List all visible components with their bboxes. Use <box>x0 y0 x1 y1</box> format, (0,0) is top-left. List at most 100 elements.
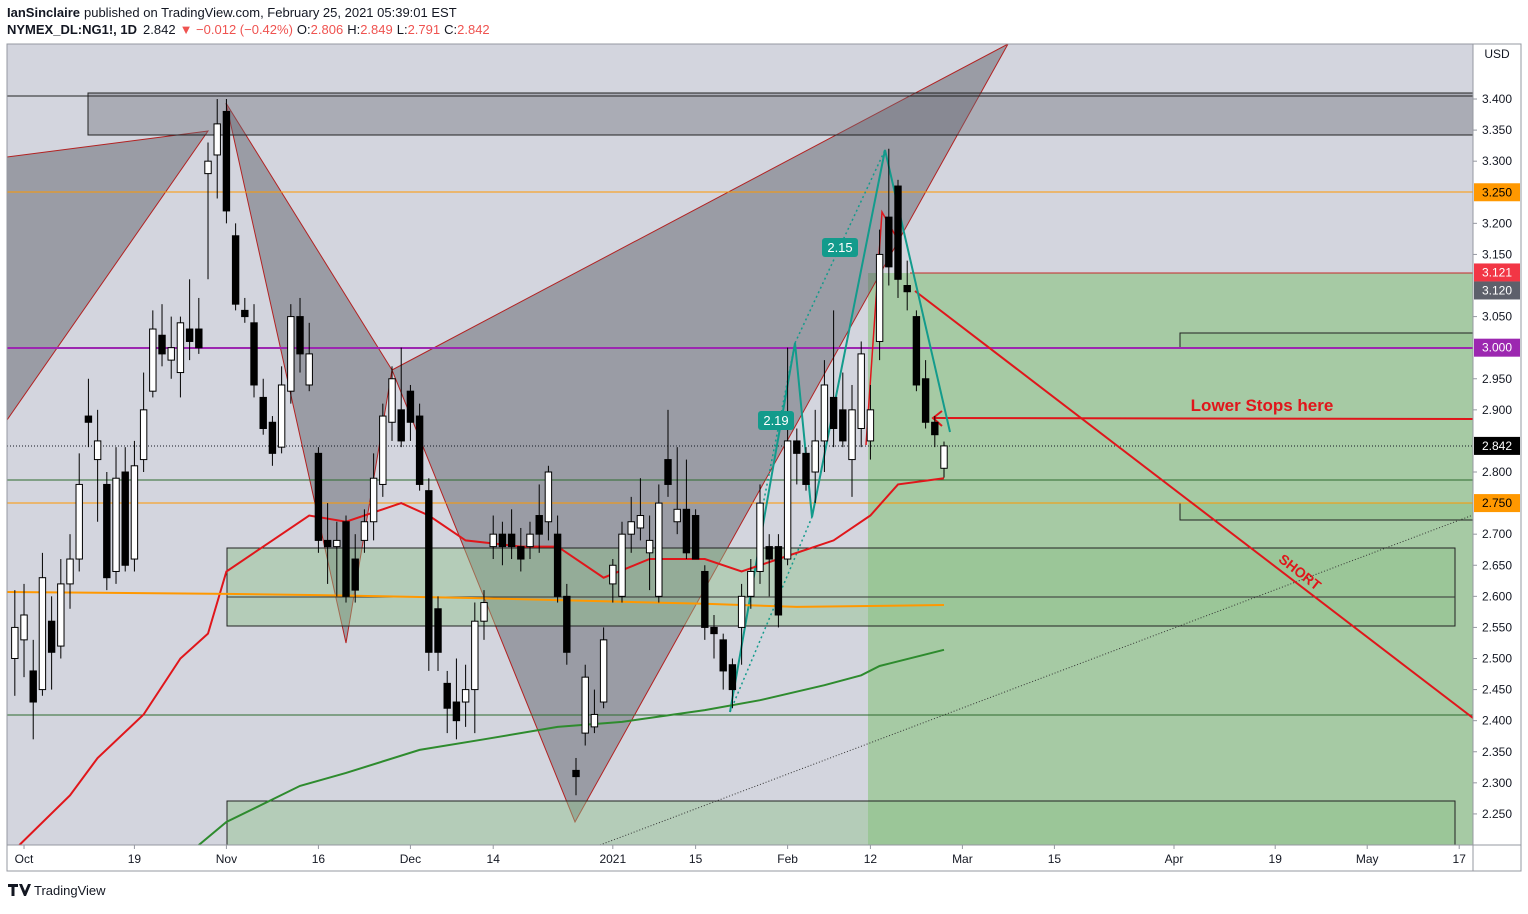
trend-line <box>599 514 1473 845</box>
symbol-line: NYMEX_DL:NG1!, 1D 2.842 ▼ −0.012 (−0.42%) O… <box>7 22 490 37</box>
symbol: NYMEX_DL:NG1!, 1D <box>7 22 137 37</box>
candle-body <box>443 682 451 709</box>
price-tag-label: 3.121 <box>1482 265 1512 279</box>
price-tag <box>1474 494 1520 513</box>
candle-body <box>259 396 267 429</box>
y-tick-label: 2.800 <box>1482 465 1512 479</box>
ohlc-label: C: <box>444 22 457 37</box>
candle-body <box>268 421 277 454</box>
candle-body <box>130 465 139 560</box>
footer-logo <box>8 884 31 896</box>
series-layer <box>7 99 948 845</box>
candle-body <box>287 316 295 392</box>
candle-body <box>461 689 470 703</box>
stops-label: Lower Stops here <box>1191 396 1334 415</box>
candle-body <box>158 334 166 355</box>
candle-body <box>664 459 672 485</box>
candle-body <box>728 664 737 691</box>
moving-average <box>198 648 945 845</box>
candle-body <box>498 533 507 548</box>
candle-body <box>397 409 405 442</box>
currency-box <box>1474 46 1520 66</box>
axis-labels: 2.250 2.300 2.350 2.400 2.450 2.500 2.550 2.600… <box>15 92 1520 866</box>
candle-body <box>682 508 691 554</box>
candle-body <box>553 533 562 597</box>
x-tick-label: Nov <box>216 852 237 866</box>
candle-body <box>360 521 369 541</box>
x-tick-label: 16 <box>312 852 326 866</box>
price-tag <box>1474 263 1520 282</box>
last-price: 2.842 <box>143 22 176 37</box>
y-tick-label: 2.950 <box>1482 372 1512 386</box>
small-zone <box>1179 502 1473 521</box>
candle-body <box>93 440 102 461</box>
candle-body <box>149 328 157 392</box>
candle-body <box>599 639 608 703</box>
candle-body <box>351 558 359 591</box>
candle-body <box>195 328 203 349</box>
support-zone <box>226 800 1456 845</box>
candle-body <box>627 521 635 535</box>
candle-body <box>250 322 258 386</box>
ohlc-value: 2.791 <box>408 22 441 37</box>
candle-body <box>305 353 313 386</box>
stop-arrow-head <box>931 410 943 427</box>
ratio-badge <box>822 238 858 257</box>
candle-body <box>342 521 350 597</box>
candle-body <box>535 515 543 535</box>
small-zone <box>1179 332 1473 349</box>
drawings <box>7 44 1473 845</box>
y-tick-label: 3.300 <box>1482 154 1512 168</box>
candle-body <box>277 384 286 448</box>
y-tick-label: 2.300 <box>1482 776 1512 790</box>
candle-body <box>176 322 185 374</box>
ohlc-value: 2.849 <box>360 22 393 37</box>
candle-body <box>618 533 626 597</box>
candle-body <box>471 620 479 691</box>
candle-body <box>333 539 341 548</box>
candle-body <box>323 539 332 548</box>
candle-body <box>489 533 497 548</box>
candle-body <box>29 670 37 703</box>
x-tick-label: 14 <box>487 852 501 866</box>
candle-body <box>774 546 783 616</box>
y-tick-label: 3.400 <box>1482 92 1512 106</box>
candle-body <box>112 477 120 572</box>
price-tag-label: 3.000 <box>1482 341 1512 355</box>
candle-body <box>103 483 111 579</box>
abcd-ratio <box>729 516 813 713</box>
candle-body <box>452 701 461 722</box>
candle-body <box>75 483 83 560</box>
x-tick-label: 19 <box>128 852 142 866</box>
ohlc-label: L: <box>397 22 408 37</box>
published: published on TradingView.com, February 2… <box>84 5 457 20</box>
candle-body <box>406 390 415 423</box>
candle-body <box>84 415 93 423</box>
ratio-badge <box>758 411 794 430</box>
price-tag-label: 2.750 <box>1482 496 1512 510</box>
candle-body <box>866 409 875 442</box>
ratio-label: 2.15 <box>827 240 852 255</box>
candle-body <box>802 452 810 485</box>
candle-body <box>747 570 755 597</box>
candle-body <box>940 445 948 469</box>
candle-body <box>931 421 939 436</box>
candle-body <box>379 415 387 485</box>
y-tick-label: 2.700 <box>1482 527 1512 541</box>
time-axis <box>7 845 1473 871</box>
candle-body <box>811 440 819 473</box>
candle-body <box>526 533 534 548</box>
x-tick-label: Dec <box>400 852 421 866</box>
candle-body <box>480 602 488 622</box>
candle-body <box>756 502 764 572</box>
x-tick-label: May <box>1356 852 1379 866</box>
publish-line: IanSinclaire published on TradingView.com… <box>7 5 457 20</box>
candle-body <box>57 583 65 647</box>
candle-body <box>563 595 571 653</box>
candle-body <box>691 515 700 560</box>
candle-body <box>544 471 553 523</box>
y-tick-label: 3.150 <box>1482 247 1512 261</box>
y-tick-label: 3.350 <box>1482 123 1512 137</box>
x-tick-label: Mar <box>952 852 973 866</box>
